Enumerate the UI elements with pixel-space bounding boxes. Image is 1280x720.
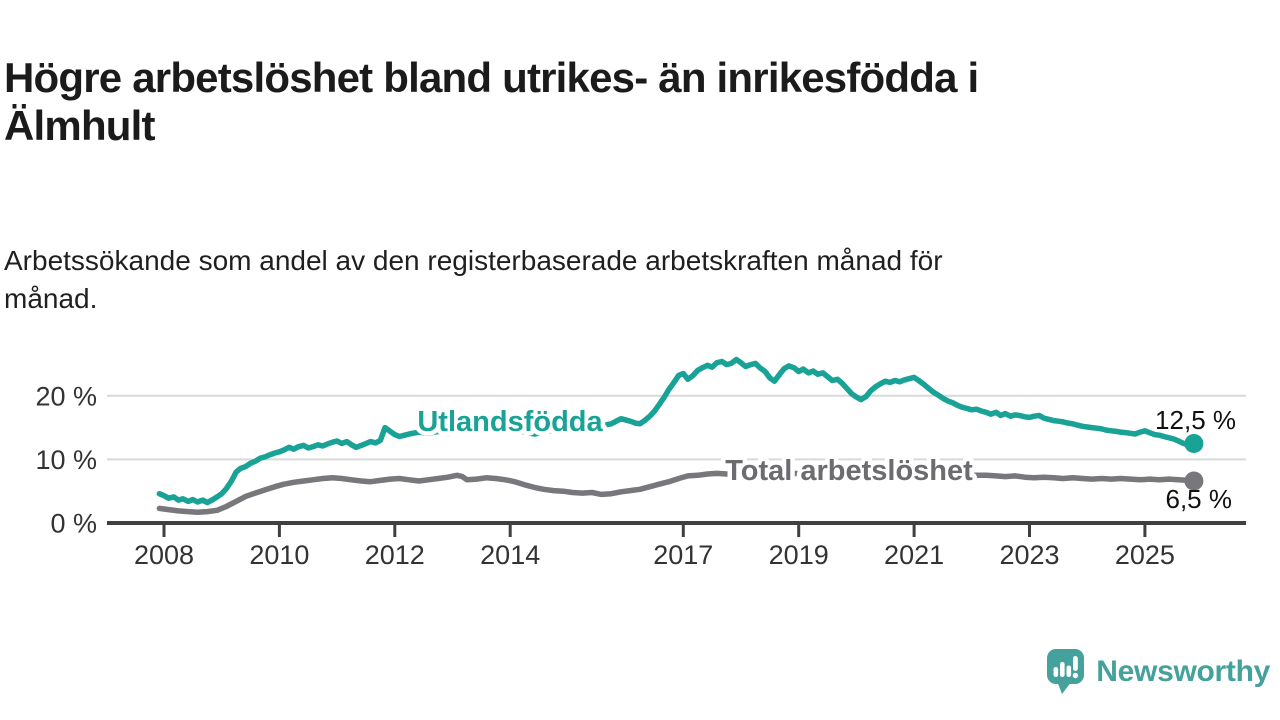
x-axis-tick-label: 2017 bbox=[653, 540, 713, 570]
newsworthy-logo-icon bbox=[1046, 648, 1086, 696]
x-axis-tick-label: 2014 bbox=[480, 540, 540, 570]
x-axis-tick-label: 2021 bbox=[884, 540, 944, 570]
x-axis-tick-label: 2019 bbox=[769, 540, 829, 570]
newsworthy-logo[interactable]: Newsworthy bbox=[1046, 648, 1270, 696]
y-axis-tick-label: 10 % bbox=[35, 445, 97, 475]
series-end-dot-total bbox=[1184, 471, 1204, 491]
series-end-dot-utlandsfodda bbox=[1184, 434, 1204, 453]
chart-subtitle: Arbetssökande som andel av den registerb… bbox=[4, 245, 943, 314]
y-axis-tick-label: 20 % bbox=[35, 381, 97, 411]
x-axis-tick-label: 2008 bbox=[134, 540, 194, 570]
series-line-total bbox=[156, 469, 1197, 515]
series-line-utlandsfodda bbox=[156, 356, 1197, 506]
page-title: Högre arbetslöshet bland utrikes- än inr… bbox=[4, 54, 979, 150]
x-axis-tick-label: 2025 bbox=[1115, 540, 1175, 570]
newsworthy-logo-text: Newsworthy bbox=[1096, 655, 1270, 688]
x-axis-tick-label: 2010 bbox=[249, 540, 309, 570]
series-label-total: Total arbetslöshet bbox=[725, 455, 973, 487]
y-axis-tick-label: 0 % bbox=[50, 509, 97, 539]
series-end-value-total: 6,5 % bbox=[1166, 484, 1233, 514]
x-axis-tick-label: 2023 bbox=[999, 540, 1059, 570]
series-end-value-utlandsfodda: 12,5 % bbox=[1155, 405, 1236, 435]
series-label-utlandsfodda: Utlandsfödda bbox=[417, 406, 603, 438]
x-axis-tick-label: 2012 bbox=[365, 540, 425, 570]
